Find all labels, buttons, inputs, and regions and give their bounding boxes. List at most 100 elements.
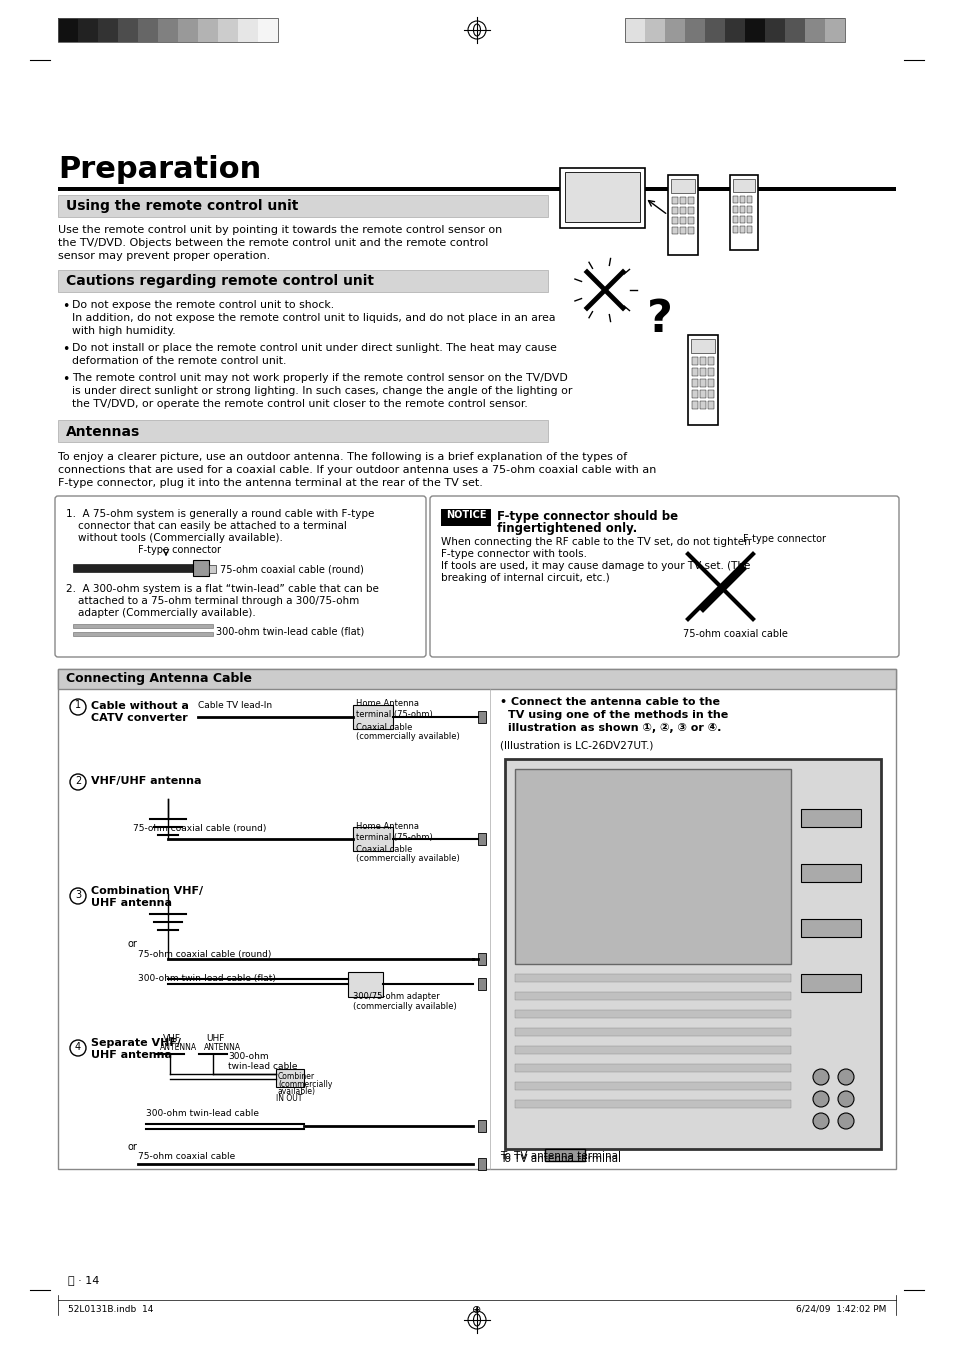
Bar [732,225,738,234]
Bar [691,390,698,398]
Text: IN OUT: IN OUT [275,1094,302,1103]
Bar [559,167,644,228]
Bar [746,196,751,202]
Bar [746,207,751,213]
Bar [198,18,218,42]
Text: (commercially available): (commercially available) [353,1002,456,1011]
Bar [257,18,277,42]
Circle shape [812,1069,828,1085]
Text: Cautions regarding remote control unit: Cautions regarding remote control unit [66,274,374,288]
Text: 300-ohm twin-lead cable (flat): 300-ohm twin-lead cable (flat) [215,626,364,636]
Bar [515,1046,790,1054]
Text: sensor may prevent proper operation.: sensor may prevent proper operation. [58,251,270,261]
Bar [684,18,704,42]
Text: Combination VHF/: Combination VHF/ [91,886,203,896]
Bar [58,670,895,688]
Bar [740,216,744,223]
Bar [353,705,393,729]
Text: attached to a 75-ohm terminal through a 300/75-ohm: attached to a 75-ohm terminal through a … [78,595,359,606]
Bar [671,227,678,234]
Text: UHF: UHF [206,1034,224,1044]
Bar [515,769,790,964]
Text: (commercially: (commercially [277,1080,332,1089]
Bar [707,379,713,387]
Text: ?: ? [646,298,672,342]
Bar [193,560,209,576]
Text: Preparation: Preparation [58,155,261,184]
Text: 2.  A 300-ohm system is a flat “twin-lead” cable that can be: 2. A 300-ohm system is a flat “twin-lead… [66,585,378,594]
Circle shape [812,1112,828,1129]
Bar [58,420,547,441]
Bar [746,216,751,223]
Text: Do not expose the remote control unit to shock.: Do not expose the remote control unit to… [71,300,334,310]
FancyBboxPatch shape [55,495,426,657]
Text: Connecting Antenna Cable: Connecting Antenna Cable [66,672,252,684]
Bar [704,18,724,42]
Text: 1: 1 [75,701,81,710]
Text: Using the remote control unit: Using the remote control unit [66,198,298,213]
Text: 6/24/09  1:42:02 PM: 6/24/09 1:42:02 PM [795,1305,885,1314]
Bar [624,18,644,42]
Bar [353,828,393,850]
Bar [73,632,213,636]
Bar [178,18,198,42]
Bar [732,180,754,192]
Text: TV using one of the methods in the: TV using one of the methods in the [507,710,727,720]
Bar [348,972,382,998]
Text: 300-ohm twin-lead cable (flat): 300-ohm twin-lead cable (flat) [138,973,275,983]
Text: F-type connector, plug it into the antenna terminal at the rear of the TV set.: F-type connector, plug it into the anten… [58,478,482,487]
Bar [700,390,705,398]
Bar [209,566,215,572]
Text: UHF antenna: UHF antenna [91,898,172,909]
Bar [804,18,824,42]
Text: VHF: VHF [163,1034,181,1044]
Bar [732,196,738,202]
Text: Antennas: Antennas [66,425,140,439]
Bar [671,197,678,204]
Bar [732,216,738,223]
Text: In addition, do not expose the remote control unit to liquids, and do not place : In addition, do not expose the remote co… [71,313,555,323]
Bar [118,18,138,42]
Text: (Illustration is LC-26DV27UT.): (Illustration is LC-26DV27UT.) [499,741,653,751]
Text: Do not install or place the remote control unit under direct sunlight. The heat : Do not install or place the remote contr… [71,343,557,352]
Text: ANTENNA: ANTENNA [204,1044,241,1052]
Bar [138,18,158,42]
Bar [691,401,698,409]
Bar [687,217,693,224]
Text: 75-ohm coaxial cable (round): 75-ohm coaxial cable (round) [132,824,266,833]
Bar [691,379,698,387]
Text: 300-ohm: 300-ohm [228,1052,269,1061]
Text: Use the remote control unit by pointing it towards the remote control sensor on: Use the remote control unit by pointing … [58,225,501,235]
Bar [275,1069,304,1087]
Bar [691,356,698,365]
Circle shape [812,1091,828,1107]
Bar [515,1081,790,1089]
Bar [784,18,804,42]
Bar [746,225,751,234]
Bar [801,864,861,882]
Bar [237,18,257,42]
Text: F-type connector: F-type connector [742,535,825,544]
Bar [58,670,895,1169]
Text: To TV antenna terminal: To TV antenna terminal [499,1154,620,1164]
Circle shape [837,1069,853,1085]
Bar [73,624,213,628]
Text: Separate VHF/: Separate VHF/ [91,1038,181,1048]
Bar [700,401,705,409]
Text: Combiner: Combiner [277,1072,314,1081]
Bar [218,18,237,42]
Bar [515,973,790,981]
Text: Ⓔ · 14: Ⓔ · 14 [68,1274,99,1285]
Bar [477,833,485,845]
Text: CATV converter: CATV converter [91,713,188,724]
Bar [679,197,685,204]
Text: 3: 3 [75,890,81,899]
Bar [724,18,744,42]
Bar [687,227,693,234]
Text: 52L0131B.indb  14: 52L0131B.indb 14 [68,1305,153,1314]
Text: fingertightened only.: fingertightened only. [497,522,637,535]
Bar [691,369,698,377]
Bar [687,207,693,215]
Bar [801,919,861,937]
Bar [515,1100,790,1108]
